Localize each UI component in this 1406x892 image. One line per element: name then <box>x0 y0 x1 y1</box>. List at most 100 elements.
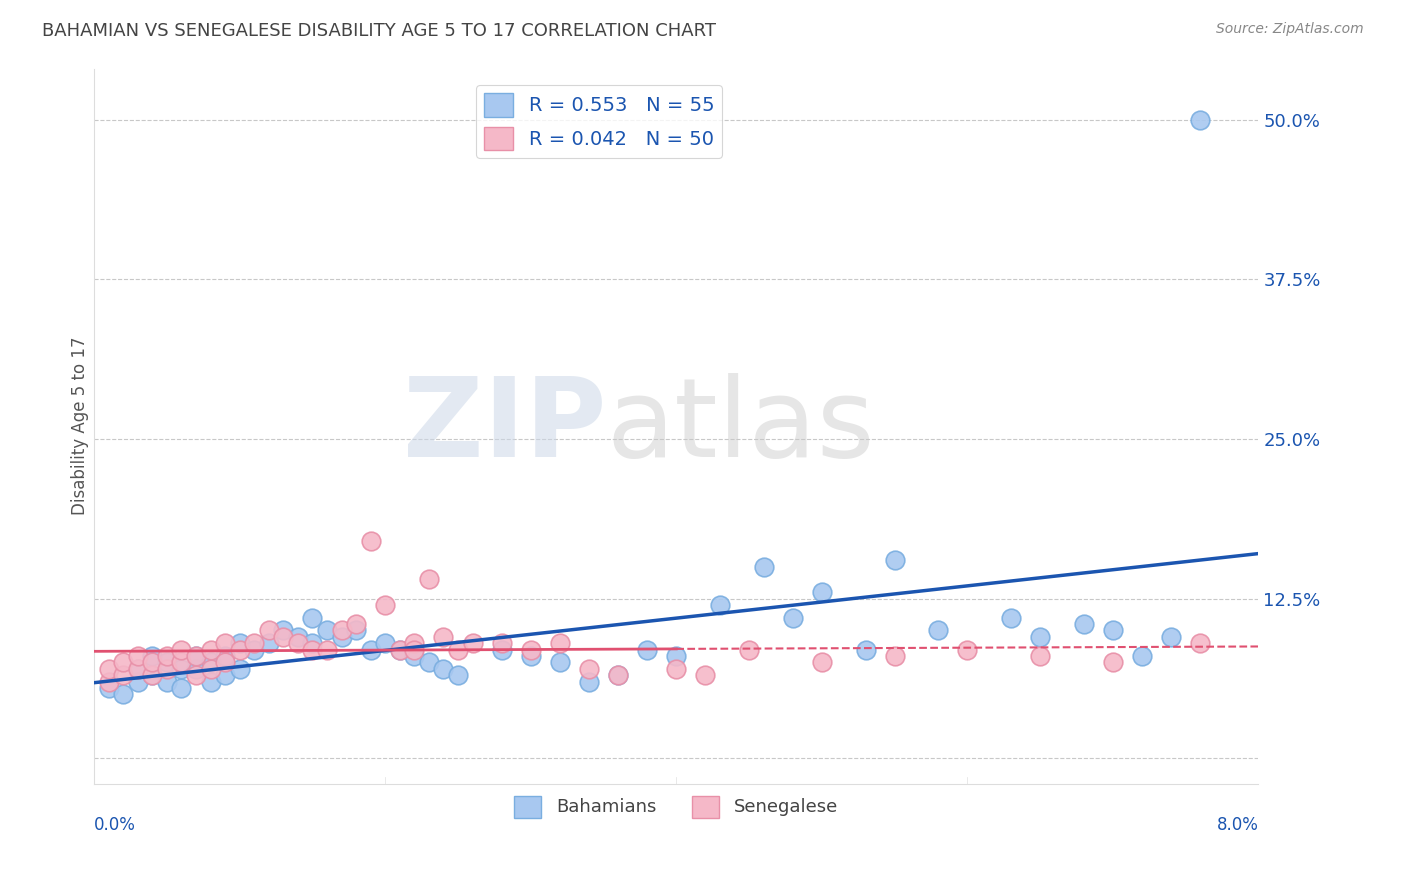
Text: 8.0%: 8.0% <box>1216 815 1258 834</box>
Point <box>170 681 193 695</box>
Point <box>432 630 454 644</box>
Point <box>141 668 163 682</box>
Point <box>855 642 877 657</box>
Point <box>432 662 454 676</box>
Point <box>782 610 804 624</box>
Point <box>127 662 149 676</box>
Point <box>1000 610 1022 624</box>
Point <box>1102 656 1125 670</box>
Point <box>607 668 630 682</box>
Point <box>404 642 426 657</box>
Point <box>156 674 179 689</box>
Point <box>170 642 193 657</box>
Point <box>519 642 541 657</box>
Point <box>273 624 295 638</box>
Point <box>330 630 353 644</box>
Point <box>519 648 541 663</box>
Point <box>344 617 367 632</box>
Point <box>112 668 135 682</box>
Point <box>360 642 382 657</box>
Point <box>578 662 600 676</box>
Point <box>1160 630 1182 644</box>
Point <box>243 642 266 657</box>
Point <box>811 656 834 670</box>
Point <box>243 636 266 650</box>
Point <box>695 668 717 682</box>
Point <box>1130 648 1153 663</box>
Text: atlas: atlas <box>606 373 875 480</box>
Point <box>301 636 323 650</box>
Point <box>97 674 120 689</box>
Text: ZIP: ZIP <box>404 373 606 480</box>
Point <box>257 636 280 650</box>
Point <box>184 668 207 682</box>
Point <box>287 630 309 644</box>
Point <box>112 687 135 701</box>
Point <box>360 534 382 549</box>
Text: BAHAMIAN VS SENEGALESE DISABILITY AGE 5 TO 17 CORRELATION CHART: BAHAMIAN VS SENEGALESE DISABILITY AGE 5 … <box>42 22 716 40</box>
Point <box>301 610 323 624</box>
Point <box>665 648 688 663</box>
Point <box>388 642 411 657</box>
Point <box>491 642 513 657</box>
Point <box>1189 636 1212 650</box>
Point <box>738 642 761 657</box>
Point <box>636 642 658 657</box>
Point <box>156 662 179 676</box>
Point <box>200 662 222 676</box>
Point <box>141 648 163 663</box>
Point <box>330 624 353 638</box>
Point <box>184 648 207 663</box>
Point <box>316 642 339 657</box>
Point <box>112 656 135 670</box>
Point <box>200 656 222 670</box>
Point <box>1073 617 1095 632</box>
Point <box>404 648 426 663</box>
Point <box>418 656 440 670</box>
Point <box>344 624 367 638</box>
Point <box>607 668 630 682</box>
Point <box>200 642 222 657</box>
Point <box>956 642 979 657</box>
Text: 0.0%: 0.0% <box>94 815 136 834</box>
Point <box>156 648 179 663</box>
Point <box>883 553 905 567</box>
Point <box>228 636 250 650</box>
Point <box>927 624 949 638</box>
Point <box>141 656 163 670</box>
Y-axis label: Disability Age 5 to 17: Disability Age 5 to 17 <box>72 337 89 516</box>
Point <box>578 674 600 689</box>
Point <box>548 636 571 650</box>
Point <box>374 598 396 612</box>
Point <box>214 656 236 670</box>
Point <box>752 559 775 574</box>
Point <box>184 662 207 676</box>
Point <box>141 668 163 682</box>
Point <box>374 636 396 650</box>
Point <box>170 662 193 676</box>
Point <box>214 648 236 663</box>
Point <box>1029 648 1052 663</box>
Point <box>228 662 250 676</box>
Point <box>273 630 295 644</box>
Point <box>404 636 426 650</box>
Legend: Bahamians, Senegalese: Bahamians, Senegalese <box>508 789 845 825</box>
Point <box>1102 624 1125 638</box>
Point <box>228 642 250 657</box>
Point <box>388 642 411 657</box>
Point <box>287 636 309 650</box>
Point <box>811 585 834 599</box>
Point <box>301 642 323 657</box>
Point <box>548 656 571 670</box>
Point <box>665 662 688 676</box>
Point <box>447 668 470 682</box>
Point <box>97 681 120 695</box>
Point <box>184 648 207 663</box>
Point <box>200 674 222 689</box>
Point <box>316 624 339 638</box>
Point <box>257 624 280 638</box>
Point <box>214 668 236 682</box>
Point <box>418 573 440 587</box>
Point <box>447 642 470 657</box>
Point <box>709 598 731 612</box>
